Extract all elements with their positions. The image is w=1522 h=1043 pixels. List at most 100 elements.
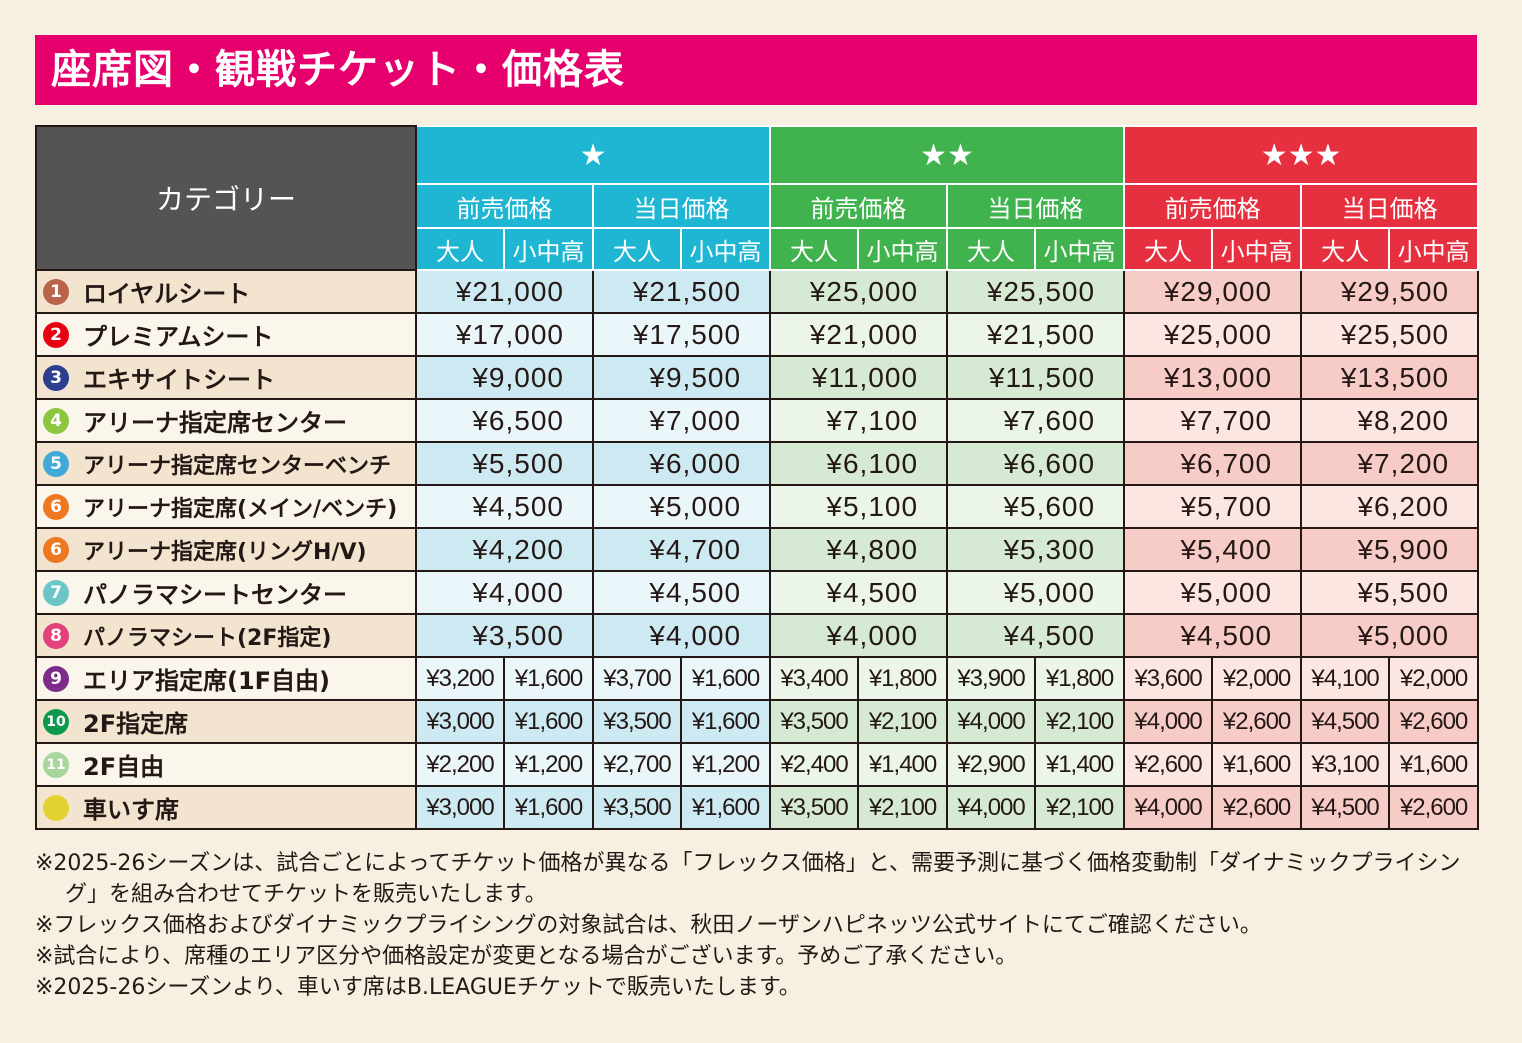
header-row-timing: 前売価格 当日価格 前売価格 当日価格 前売価格 当日価格 bbox=[36, 183, 1480, 229]
price-cell: ¥6,200 bbox=[1300, 484, 1480, 529]
price-cell: ¥2,400 bbox=[769, 742, 860, 787]
seat-category-label: エリア指定席(1F自由) bbox=[83, 667, 331, 695]
price-cell: ¥4,000 bbox=[1123, 699, 1214, 744]
seat-category: 3 エキサイトシート bbox=[35, 355, 417, 400]
price-cell: ¥5,900 bbox=[1300, 527, 1480, 572]
table-row: 1 ロイヤルシート ¥21,000 ¥21,500 ¥25,000 ¥25,500 ¥29,… bbox=[35, 269, 1480, 314]
seat-category: 11 2F自由 bbox=[35, 742, 417, 787]
number-badge-icon: 6 bbox=[43, 493, 69, 520]
price-cell: ¥3,500 bbox=[415, 613, 594, 658]
price-cell: ¥1,600 bbox=[679, 699, 772, 744]
price-cell: ¥1,400 bbox=[857, 742, 949, 787]
price-cell: ¥4,500 bbox=[1300, 699, 1391, 744]
price-cell: ¥6,700 bbox=[1123, 441, 1303, 486]
price-cell: ¥2,600 bbox=[1388, 699, 1480, 744]
note-text: ※2025-26シーズンは、試合ごとによってチケット価格が異なる「フレックス価格… bbox=[35, 851, 1461, 907]
seat-category-label: パノラマシート(2F指定) bbox=[83, 625, 332, 651]
price-cell: ¥25,000 bbox=[769, 269, 949, 314]
header-row-age: 大人 小中高 大人 小中高 大人 小中高 大人 小中高 大人 小中高 大人 小中高 bbox=[36, 227, 1480, 271]
price-cell: ¥17,500 bbox=[591, 312, 772, 357]
star-rank-header: ★★★ bbox=[1123, 125, 1480, 185]
price-cell: ¥3,000 bbox=[415, 785, 505, 830]
table-row: 7 パノラマシートセンター ¥4,000 ¥4,500 ¥4,500 ¥5,000 ¥5,0… bbox=[35, 570, 1480, 615]
price-cell: ¥5,700 bbox=[1123, 484, 1303, 529]
price-cell: ¥29,000 bbox=[1123, 269, 1303, 314]
price-cell: ¥5,000 bbox=[591, 484, 772, 529]
adult-header: 大人 bbox=[1300, 227, 1391, 271]
price-cell: ¥17,000 bbox=[415, 312, 594, 357]
price-cell: ¥3,600 bbox=[1123, 656, 1214, 701]
price-cell: ¥1,600 bbox=[503, 656, 594, 701]
price-cell: ¥6,600 bbox=[946, 441, 1126, 486]
price-cell: ¥5,300 bbox=[946, 527, 1126, 572]
table-row: 4 アリーナ指定席センター ¥6,500 ¥7,000 ¥7,100 ¥7,600 ¥7,7… bbox=[35, 398, 1480, 443]
price-cell: ¥4,000 bbox=[415, 570, 594, 615]
price-cell: ¥6,100 bbox=[769, 441, 949, 486]
price-cell: ¥2,000 bbox=[1211, 656, 1303, 701]
price-cell: ¥11,500 bbox=[946, 355, 1126, 400]
number-badge-icon: 10 bbox=[43, 708, 69, 735]
seat-category-label: アリーナ指定席(リングH/V) bbox=[83, 539, 367, 565]
price-cell: ¥1,200 bbox=[679, 742, 772, 787]
price-cell: ¥1,600 bbox=[1388, 742, 1480, 787]
price-cell: ¥13,000 bbox=[1123, 355, 1303, 400]
table-row: 車いす席 ¥3,000 ¥1,600 ¥3,500 ¥1,600 ¥3,500 ¥2,100… bbox=[35, 785, 1480, 830]
child-header: 小中高 bbox=[1388, 227, 1480, 271]
price-cell: ¥3,400 bbox=[769, 656, 860, 701]
number-badge-icon: 7 bbox=[43, 579, 69, 606]
price-cell: ¥9,500 bbox=[591, 355, 772, 400]
price-cell: ¥21,500 bbox=[591, 269, 772, 314]
price-cell: ¥3,700 bbox=[592, 656, 682, 701]
page-title: 座席図・観戦チケット・価格表 bbox=[35, 35, 1477, 105]
price-cell: ¥1,600 bbox=[1211, 742, 1303, 787]
child-header: 小中高 bbox=[1034, 227, 1126, 271]
note-text: ※2025-26シーズンより、車いす席はB.LEAGUEチケットで販売いたします… bbox=[35, 975, 801, 1000]
price-cell: ¥1,600 bbox=[503, 699, 594, 744]
price-cell: ¥3,000 bbox=[415, 699, 505, 744]
sameday-price-header: 当日価格 bbox=[1300, 183, 1480, 229]
price-cell: ¥5,500 bbox=[1300, 570, 1480, 615]
header-row-stars: カテゴリー ★ ★★ ★★★ bbox=[35, 125, 1480, 271]
price-cell: ¥7,100 bbox=[769, 398, 949, 443]
price-cell: ¥13,500 bbox=[1300, 355, 1480, 400]
price-cell: ¥1,600 bbox=[679, 656, 772, 701]
star-rank-header: ★ bbox=[414, 125, 772, 185]
price-cell: ¥1,400 bbox=[1034, 742, 1126, 787]
note-text: ※試合により、席種のエリア区分や価格設定が変更となる場合がございます。予めご了承… bbox=[35, 944, 1018, 969]
number-badge-icon: 1 bbox=[43, 278, 69, 305]
table-row: 5 アリーナ指定席センターベンチ ¥5,500 ¥6,000 ¥6,100 ¥6,600 ¥… bbox=[35, 441, 1480, 486]
child-header: 小中高 bbox=[1211, 227, 1303, 271]
table-row: 3 エキサイトシート ¥9,000 ¥9,500 ¥11,000 ¥11,500 ¥13,0… bbox=[35, 355, 1480, 400]
price-cell: ¥2,600 bbox=[1211, 699, 1303, 744]
price-cell: ¥4,800 bbox=[769, 527, 949, 572]
seat-category: 8 パノラマシート(2F指定) bbox=[35, 613, 417, 658]
price-cell: ¥4,500 bbox=[1300, 785, 1391, 830]
price-cell: ¥6,500 bbox=[415, 398, 594, 443]
table-row: 9 エリア指定席(1F自由) ¥3,200 ¥1,600 ¥3,700 ¥1,600 ¥3,… bbox=[35, 656, 1480, 701]
price-cell: ¥1,800 bbox=[857, 656, 949, 701]
price-cell: ¥7,600 bbox=[946, 398, 1126, 443]
price-cell: ¥5,000 bbox=[1300, 613, 1480, 658]
price-cell: ¥21,500 bbox=[946, 312, 1126, 357]
seat-category-label: プレミアムシート bbox=[83, 323, 274, 351]
price-cell: ¥7,700 bbox=[1123, 398, 1303, 443]
price-cell: ¥3,100 bbox=[1300, 742, 1391, 787]
price-cell: ¥25,500 bbox=[1300, 312, 1480, 357]
price-cell: ¥21,000 bbox=[769, 312, 949, 357]
presale-price-header: 前売価格 bbox=[415, 183, 594, 229]
price-cell: ¥1,600 bbox=[503, 785, 594, 830]
price-cell: ¥4,500 bbox=[946, 613, 1126, 658]
number-badge-icon: 8 bbox=[43, 622, 69, 649]
price-cell: ¥4,500 bbox=[769, 570, 949, 615]
table-row: 11 2F自由 ¥2,200 ¥1,200 ¥2,700 ¥1,200 ¥2,400 ¥1,4… bbox=[35, 742, 1480, 787]
price-cell: ¥4,000 bbox=[769, 613, 949, 658]
price-cell: ¥2,100 bbox=[1034, 785, 1126, 830]
seat-category-label: 2F指定席 bbox=[83, 710, 189, 738]
seat-category-label: アリーナ指定席センター bbox=[83, 409, 347, 437]
seat-category: 10 2F指定席 bbox=[35, 699, 417, 744]
price-cell: ¥4,100 bbox=[1300, 656, 1391, 701]
adult-header: 大人 bbox=[946, 227, 1037, 271]
price-cell: ¥2,100 bbox=[1034, 699, 1126, 744]
price-cell: ¥2,600 bbox=[1211, 785, 1303, 830]
price-cell: ¥2,100 bbox=[857, 699, 949, 744]
